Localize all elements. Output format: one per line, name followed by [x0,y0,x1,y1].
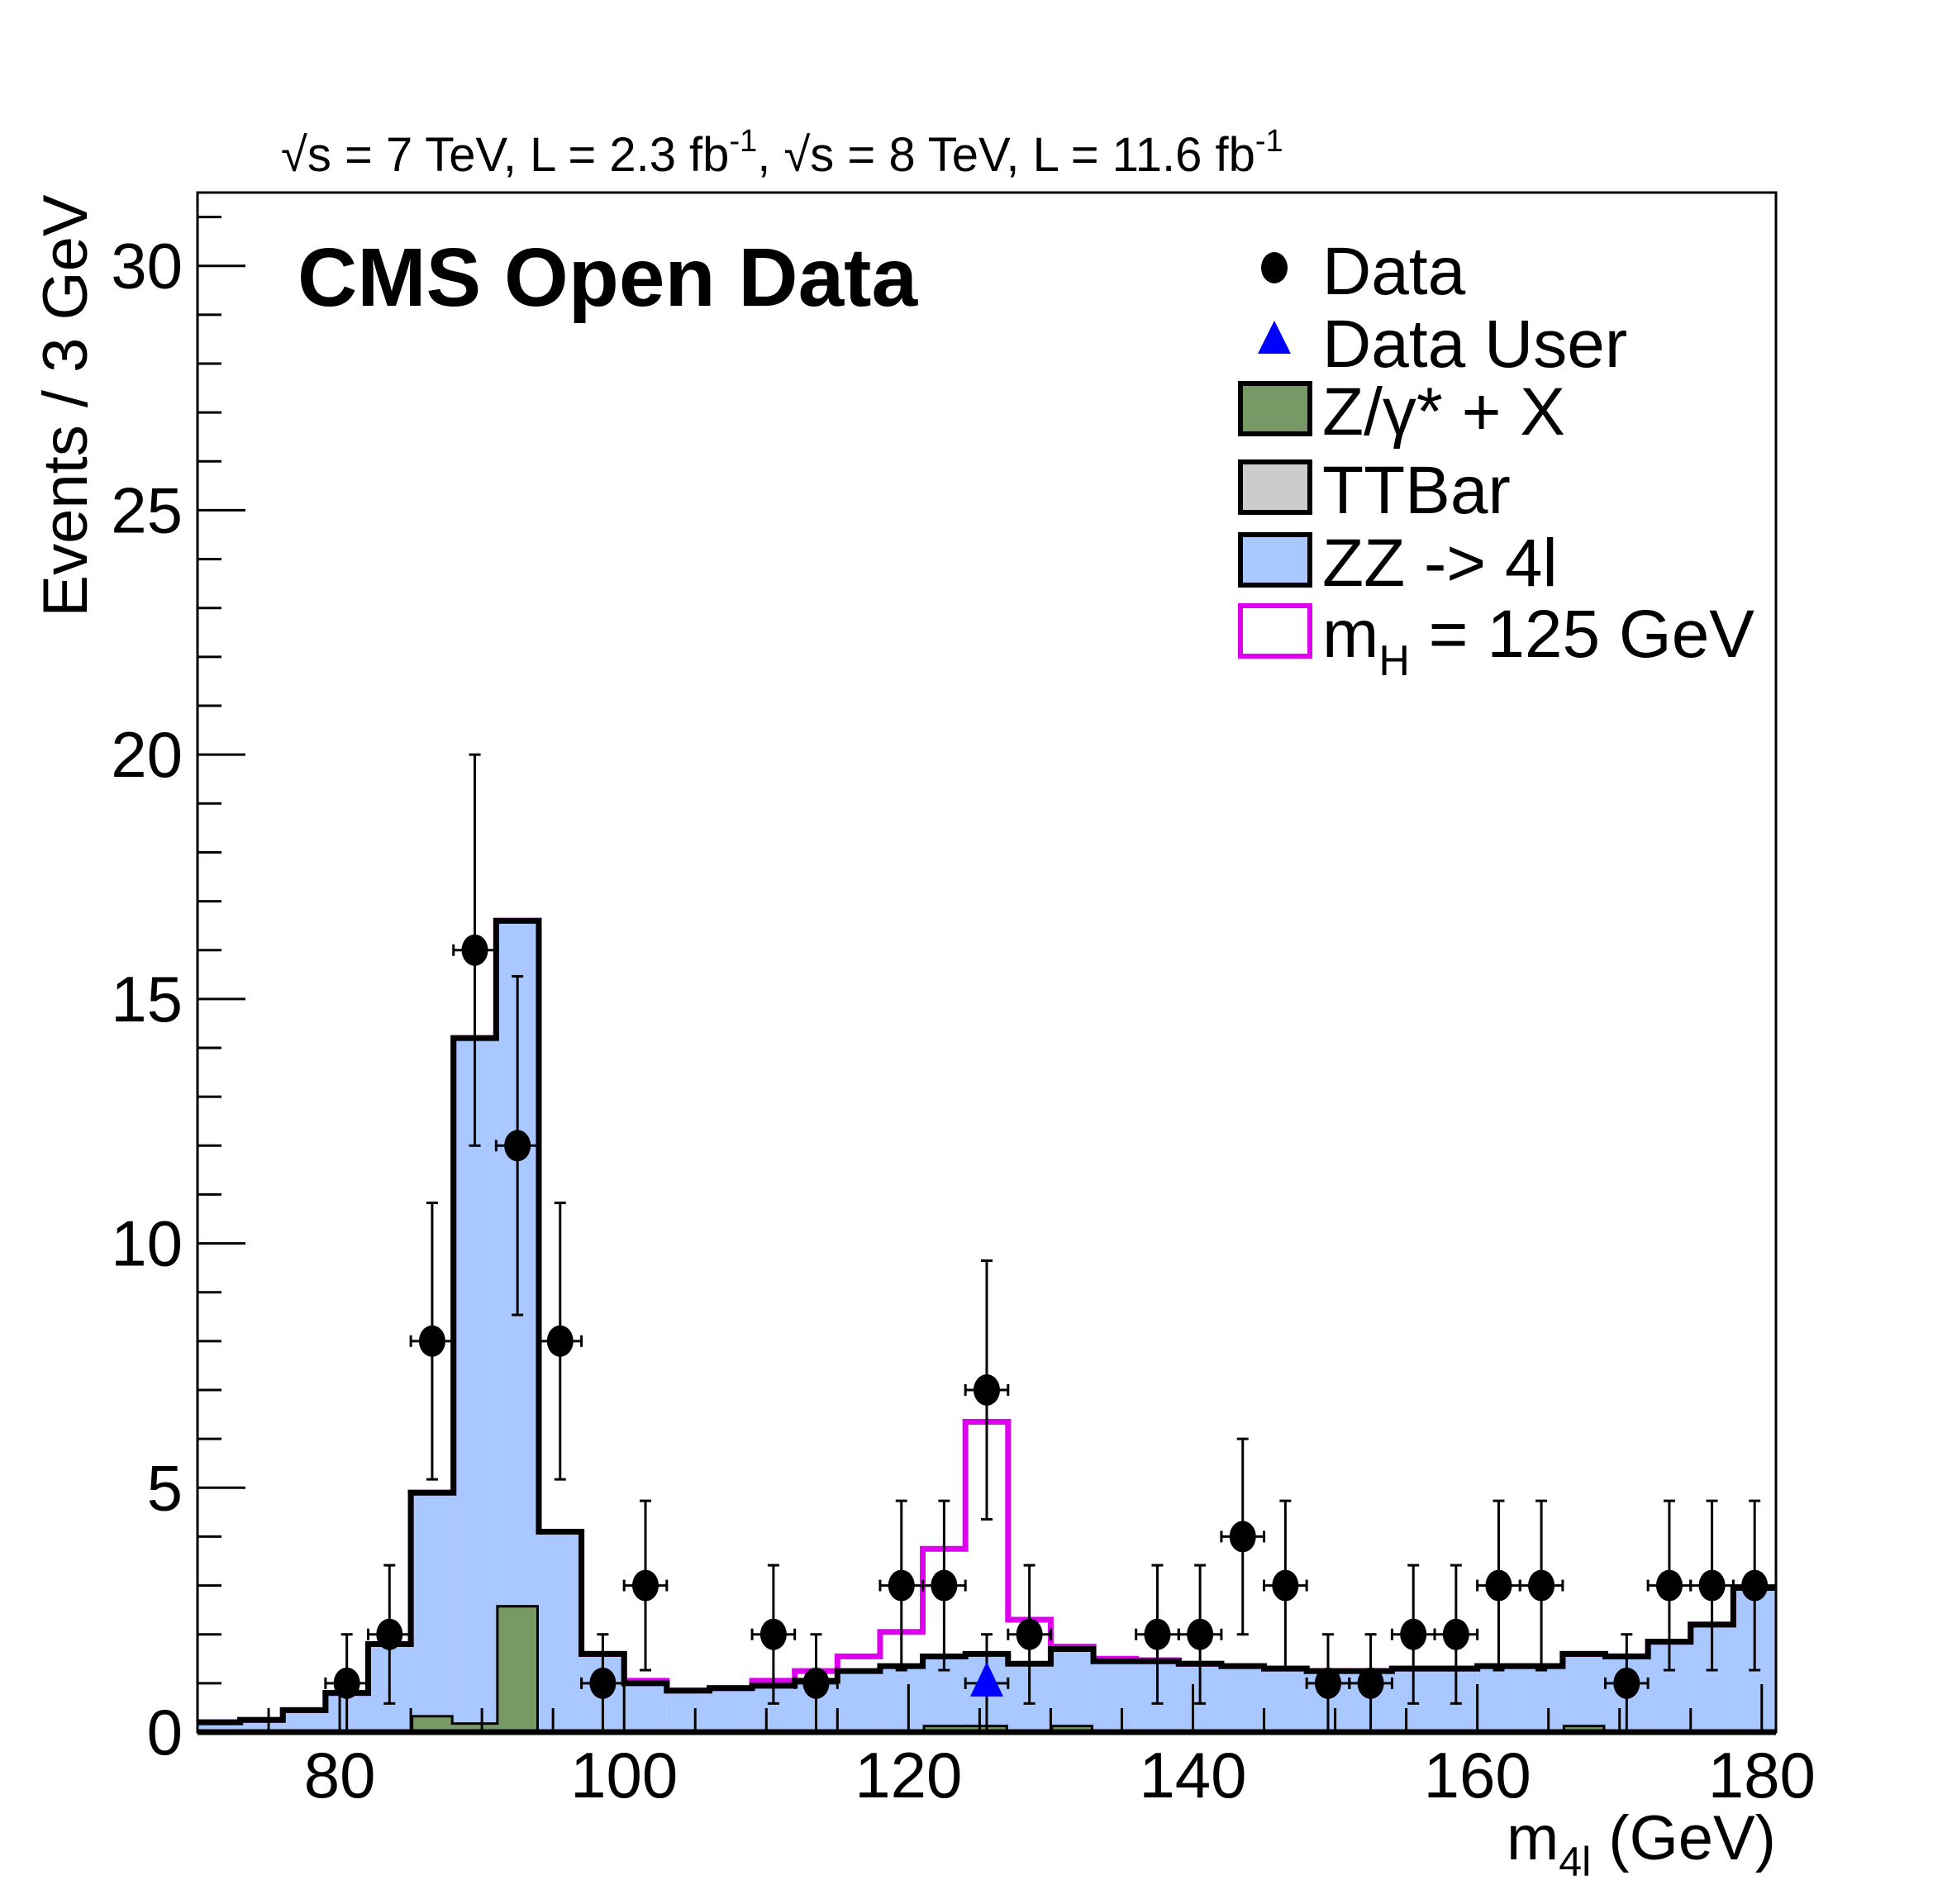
legend-label: Data [1322,234,1466,309]
data-point [1741,1569,1769,1602]
data-point [418,1325,445,1357]
legend-label: Z/γ* + X [1322,374,1565,450]
x-tick-label: 100 [570,1739,678,1811]
data-point [546,1325,574,1357]
data-point [888,1569,915,1602]
bar-z-x [453,1722,497,1732]
data-point [974,1374,1000,1406]
bar-zz-4l [453,1038,497,1723]
bar-zz-4l [624,1683,667,1732]
bar-zz-4l [1093,1661,1136,1732]
legend-color-box [1238,532,1312,588]
bar-z-x [1562,1725,1606,1732]
y-axis-label: Events / 3 GeV [31,194,101,616]
data-point [1272,1569,1299,1602]
bar-zz-4l [538,1531,582,1732]
data-point [1528,1569,1555,1602]
legend-label-main: m [1322,597,1378,672]
data-point [759,1618,787,1650]
data-point [1485,1569,1512,1602]
x-tick-label: 80 [304,1739,376,1811]
bar-z-x [1050,1725,1094,1732]
bar-z-x [922,1725,966,1732]
legend-label: Data User [1322,307,1627,382]
bar-zz-4l [283,1710,326,1732]
x-tick-label: 140 [1139,1739,1246,1811]
legend-circle-marker [1261,252,1288,283]
data-point [1655,1569,1683,1602]
legend-label: ZZ -> 4l [1322,526,1558,601]
x-tick-label: 180 [1708,1739,1816,1811]
y-tick-label: 10 [111,1207,183,1280]
bar-zz-4l [1050,1649,1094,1726]
data-user-triangle [970,1661,1003,1697]
x-tick-label: 160 [1424,1739,1531,1811]
axes: 0 5 10 15 20 25 30 80 100 120 140 160 180 [111,191,1816,1811]
legend-line-box [1238,603,1312,659]
bar-zz-4l [837,1671,880,1732]
legend-color-box [1238,459,1312,515]
bar-z-x [411,1715,454,1732]
y-tick-label: 20 [111,718,183,791]
data-point [504,1130,531,1162]
chart-subtitle: √s = 7 TeV, L = 2.3 fb-1, √s = 8 TeV, L … [281,124,1283,182]
legend-label-sub: H [1378,637,1410,685]
data-point [1442,1618,1469,1650]
legend-triangle-marker [1258,321,1291,354]
data-point [333,1667,360,1699]
bar-zz-4l [1562,1654,1606,1726]
legend-label-rest: = 125 GeV [1410,597,1754,672]
stack-fills [198,921,1776,1735]
bar-zz-4l [709,1687,753,1732]
y-tick-label: 5 [147,1451,183,1524]
data-point [1187,1618,1214,1650]
bar-zz-4l [1221,1666,1264,1732]
data-point [1016,1618,1043,1650]
y-tick-label: 0 [147,1696,183,1768]
x-tick-label: 120 [855,1739,962,1811]
bar-zz-4l [1520,1666,1563,1732]
bar-zz-4l [240,1720,283,1732]
data-points [324,753,1778,1732]
bar-z-x [496,1605,539,1732]
y-tick-label: 25 [111,474,183,546]
data-point [461,934,488,966]
y-tick-label: 30 [111,230,183,302]
legend-label: mH = 125 GeV [1322,597,1754,685]
data-point [1698,1569,1726,1602]
bar-zz-4l [1477,1666,1521,1732]
data-point [589,1667,617,1699]
data-point [931,1569,958,1602]
bar-zz-4l [411,1492,454,1716]
chart-title: CMS Open Data [298,231,918,324]
y-tick-label: 15 [111,963,183,1035]
bar-zz-4l [666,1690,710,1732]
legend-color-box [1238,381,1312,436]
bar-zz-4l [879,1666,923,1732]
legend-label: TTBar [1322,453,1511,528]
data-point [802,1667,830,1699]
data-point [1144,1618,1171,1650]
data-point [1229,1521,1256,1553]
data-point [1314,1667,1341,1699]
data-point [632,1569,659,1602]
data-point [376,1618,403,1650]
bar-zz-4l [198,1722,240,1732]
data-point [1400,1618,1427,1650]
data-point [1357,1667,1384,1699]
x-axis-label: m4l (GeV) [1507,1803,1776,1885]
data-point [1613,1667,1640,1699]
bar-zz-4l [1264,1668,1307,1732]
